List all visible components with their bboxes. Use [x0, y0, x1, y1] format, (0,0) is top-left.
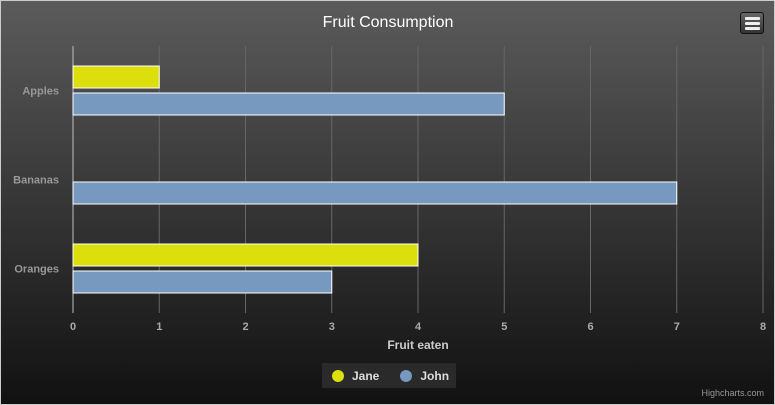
legend-item-john[interactable]: John	[400, 369, 449, 383]
y-category-label: Bananas	[13, 175, 59, 187]
bar-john-apples	[72, 92, 505, 116]
x-axis-title: Fruit eaten	[387, 338, 448, 352]
x-tick-label: 8	[760, 321, 766, 333]
chart-title: Fruit Consumption	[323, 14, 454, 31]
bar-john-bananas	[72, 181, 678, 205]
legend-item-jane[interactable]: Jane	[332, 369, 379, 383]
x-tick-label: 7	[674, 321, 680, 333]
x-tick-label: 1	[156, 321, 162, 333]
bar-jane-apples	[72, 65, 160, 89]
legend-label: John	[420, 368, 450, 383]
x-tick-label: 0	[70, 321, 76, 333]
x-tick-label: 3	[329, 321, 335, 333]
chart-menu-button[interactable]	[740, 12, 764, 34]
legend-symbol	[400, 369, 413, 382]
menu-icon-line	[744, 26, 760, 30]
legend-label: Jane	[352, 368, 380, 383]
bar-jane-oranges	[72, 243, 419, 267]
legend: Jane John	[322, 363, 456, 388]
bar-john-oranges	[72, 270, 333, 294]
menu-icon	[744, 16, 760, 20]
x-tick-label: 5	[501, 321, 507, 333]
credits-link[interactable]: Highcharts.com	[701, 388, 764, 398]
x-tick-label: 4	[415, 321, 422, 333]
legend-symbol	[332, 369, 344, 382]
x-tick-label: 2	[242, 321, 248, 333]
y-category-label: Apples	[22, 86, 59, 98]
menu-icon-line	[744, 21, 760, 25]
y-category-label: Oranges	[14, 264, 59, 276]
x-tick-label: 6	[587, 321, 593, 333]
